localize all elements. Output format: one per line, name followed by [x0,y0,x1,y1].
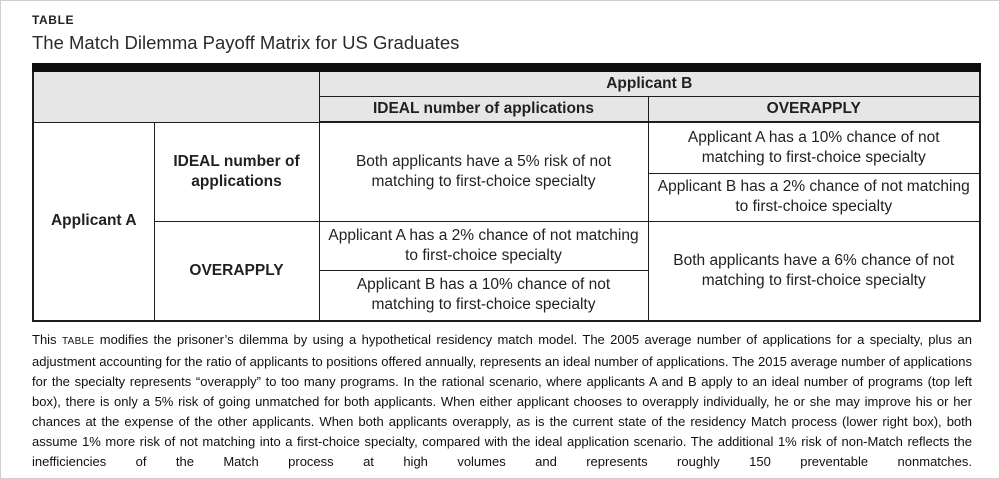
table-title: The Match Dilemma Payoff Matrix for US G… [32,32,460,53]
table-eyebrow-label: TABLE [32,13,75,27]
payoff-cell-overapply-ideal-a: Applicant A has a 2% chance of not match… [318,220,649,271]
col-strategy-ideal: IDEAL number of applications [318,96,649,123]
caption-smallcaps-table: TABLE [61,336,95,347]
payoff-cell-overapply-overapply: Both applicants have a 6% chance of not … [647,220,981,322]
matrix-corner-cell [32,67,320,123]
payoff-cell-ideal-ideal: Both applicants have a 5% risk of not ma… [318,121,649,222]
table-caption: This TABLE modifies the prisoner’s dilem… [32,330,972,472]
row-player-header: Applicant A [32,121,155,322]
row-strategy-overapply: OVERAPPLY [153,220,320,322]
payoff-cell-overapply-ideal-b: Applicant B has a 10% chance of not matc… [318,269,649,322]
col-strategy-overapply: OVERAPPLY [647,96,981,123]
caption-lead: This [32,332,57,347]
caption-body: modifies the prisoner’s dilemma by using… [32,332,972,469]
payoff-cell-ideal-overapply-a: Applicant A has a 10% chance of not matc… [647,121,981,174]
row-strategy-ideal: IDEAL number of applications [153,121,320,222]
payoff-matrix-table: Applicant B IDEAL number of applications… [32,63,981,322]
col-player-header: Applicant B [318,67,981,97]
payoff-cell-ideal-overapply-b: Applicant B has a 2% chance of not match… [647,172,981,222]
